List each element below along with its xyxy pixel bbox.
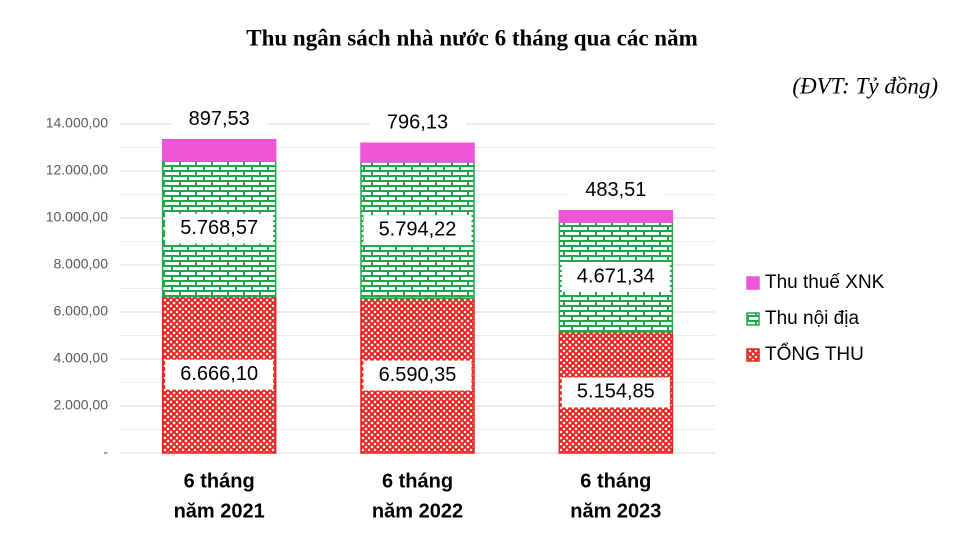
legend-label: Thu nội địa [765, 308, 859, 329]
legend-label: Thu thuế XNK [765, 272, 885, 293]
value-label-bg [561, 261, 670, 292]
value-label-bg [363, 215, 472, 246]
x-tick-label: năm 2022 [372, 500, 463, 522]
chart-title: Thu ngân sách nhà nước 6 tháng qua các n… [246, 25, 698, 50]
bar-segment [161, 138, 277, 162]
value-label-bg [363, 360, 472, 391]
x-tick-label: 6 tháng [580, 470, 651, 492]
bar-segment [360, 142, 475, 163]
value-label: 5.154,85 [577, 381, 655, 403]
bar-segment [558, 209, 674, 223]
y-tick-label: - [103, 444, 108, 460]
y-tick-label: 4.000,00 [54, 350, 109, 366]
value-label-bg [165, 213, 274, 244]
value-label: 4.671,34 [577, 265, 655, 287]
legend-swatch [746, 312, 760, 326]
x-tick-label: năm 2021 [174, 500, 265, 522]
x-tick-label: 6 tháng [382, 470, 453, 492]
value-label: 796,13 [387, 112, 448, 134]
legend-swatch [746, 276, 760, 290]
value-label: 897,53 [189, 108, 250, 130]
value-label: 483,51 [585, 179, 646, 201]
legend-swatch [746, 348, 760, 362]
value-label-bg [369, 108, 466, 139]
y-tick-label: 2.000,00 [54, 397, 109, 413]
value-label: 6.590,35 [379, 364, 457, 386]
value-label: 5.768,57 [180, 217, 258, 239]
legend-label: TỔNG THU [765, 343, 864, 365]
chart-subtitle: (ĐVT: Tỷ đồng) [792, 73, 938, 98]
value-label-bg [171, 104, 268, 135]
value-label: 5.794,22 [379, 218, 457, 240]
value-label: 6.666,10 [180, 363, 258, 385]
x-tick-label: 6 tháng [184, 470, 255, 492]
y-tick-label: 14.000,00 [46, 115, 108, 131]
y-tick-label: 12.000,00 [46, 162, 108, 178]
value-label-bg [567, 175, 664, 206]
y-tick-label: 10.000,00 [46, 209, 108, 225]
y-tick-label: 6.000,00 [54, 303, 109, 319]
value-label-bg [165, 359, 274, 390]
y-tick-label: 8.000,00 [54, 256, 109, 272]
value-label-bg [561, 377, 670, 408]
x-tick-label: năm 2023 [570, 500, 661, 522]
